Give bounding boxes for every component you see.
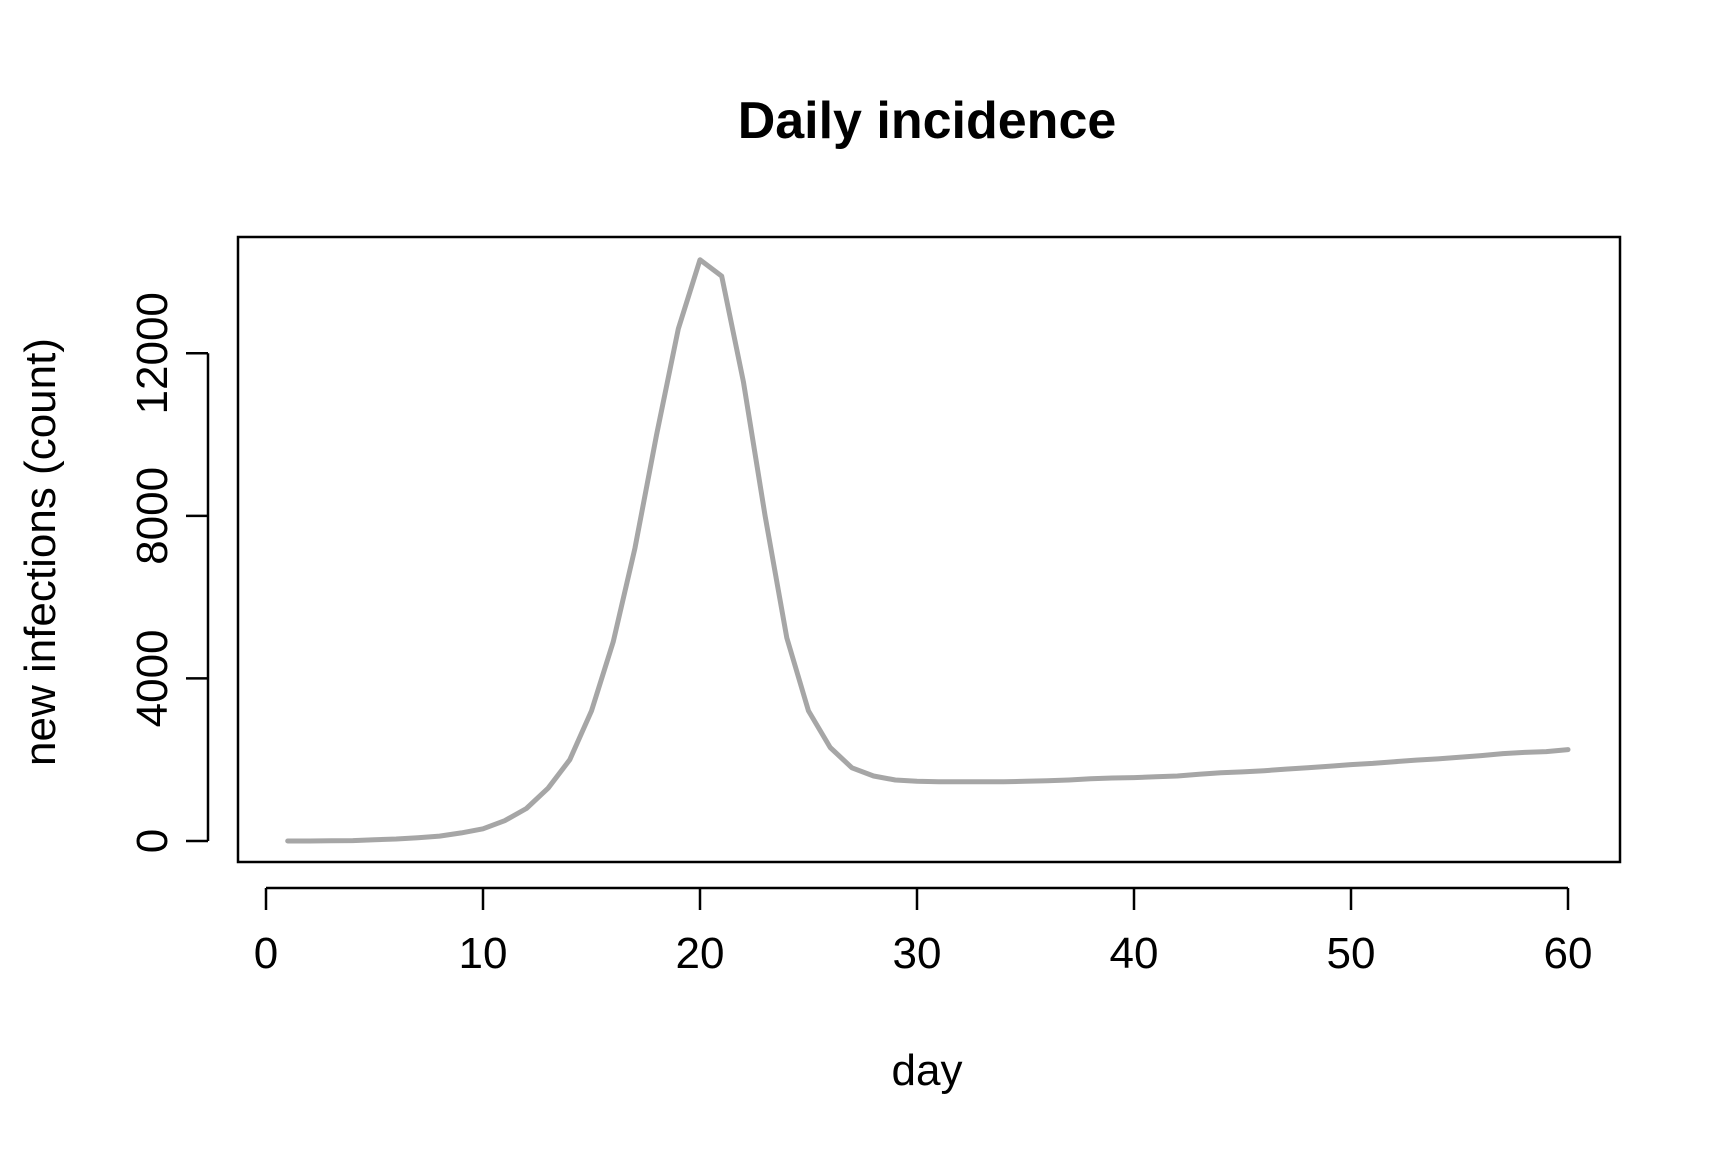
- x-tick-label: 20: [676, 929, 725, 978]
- x-tick-label: 0: [254, 929, 278, 978]
- x-tick-label: 40: [1110, 929, 1159, 978]
- y-tick-label: 8000: [128, 467, 177, 565]
- x-axis: 0 10 20 30 40 50 60: [254, 886, 1593, 978]
- y-tick-label: 12000: [128, 292, 177, 414]
- chart-title: Daily incidence: [738, 92, 1117, 150]
- y-tick-label: 4000: [128, 629, 177, 727]
- y-tick-label: 0: [128, 829, 177, 853]
- x-tick-label: 10: [459, 929, 508, 978]
- x-tick-label: 50: [1327, 929, 1376, 978]
- series-layer: [285, 257, 1571, 844]
- x-tick-label: 30: [893, 929, 942, 978]
- x-axis-label: day: [892, 1046, 963, 1095]
- series-line: [285, 257, 1571, 844]
- x-tick-label: 60: [1544, 929, 1593, 978]
- y-axis-label: new infections (count): [16, 338, 65, 766]
- plot-frame: [236, 235, 1622, 864]
- y-axis: 0 4000 8000 12000: [128, 292, 210, 853]
